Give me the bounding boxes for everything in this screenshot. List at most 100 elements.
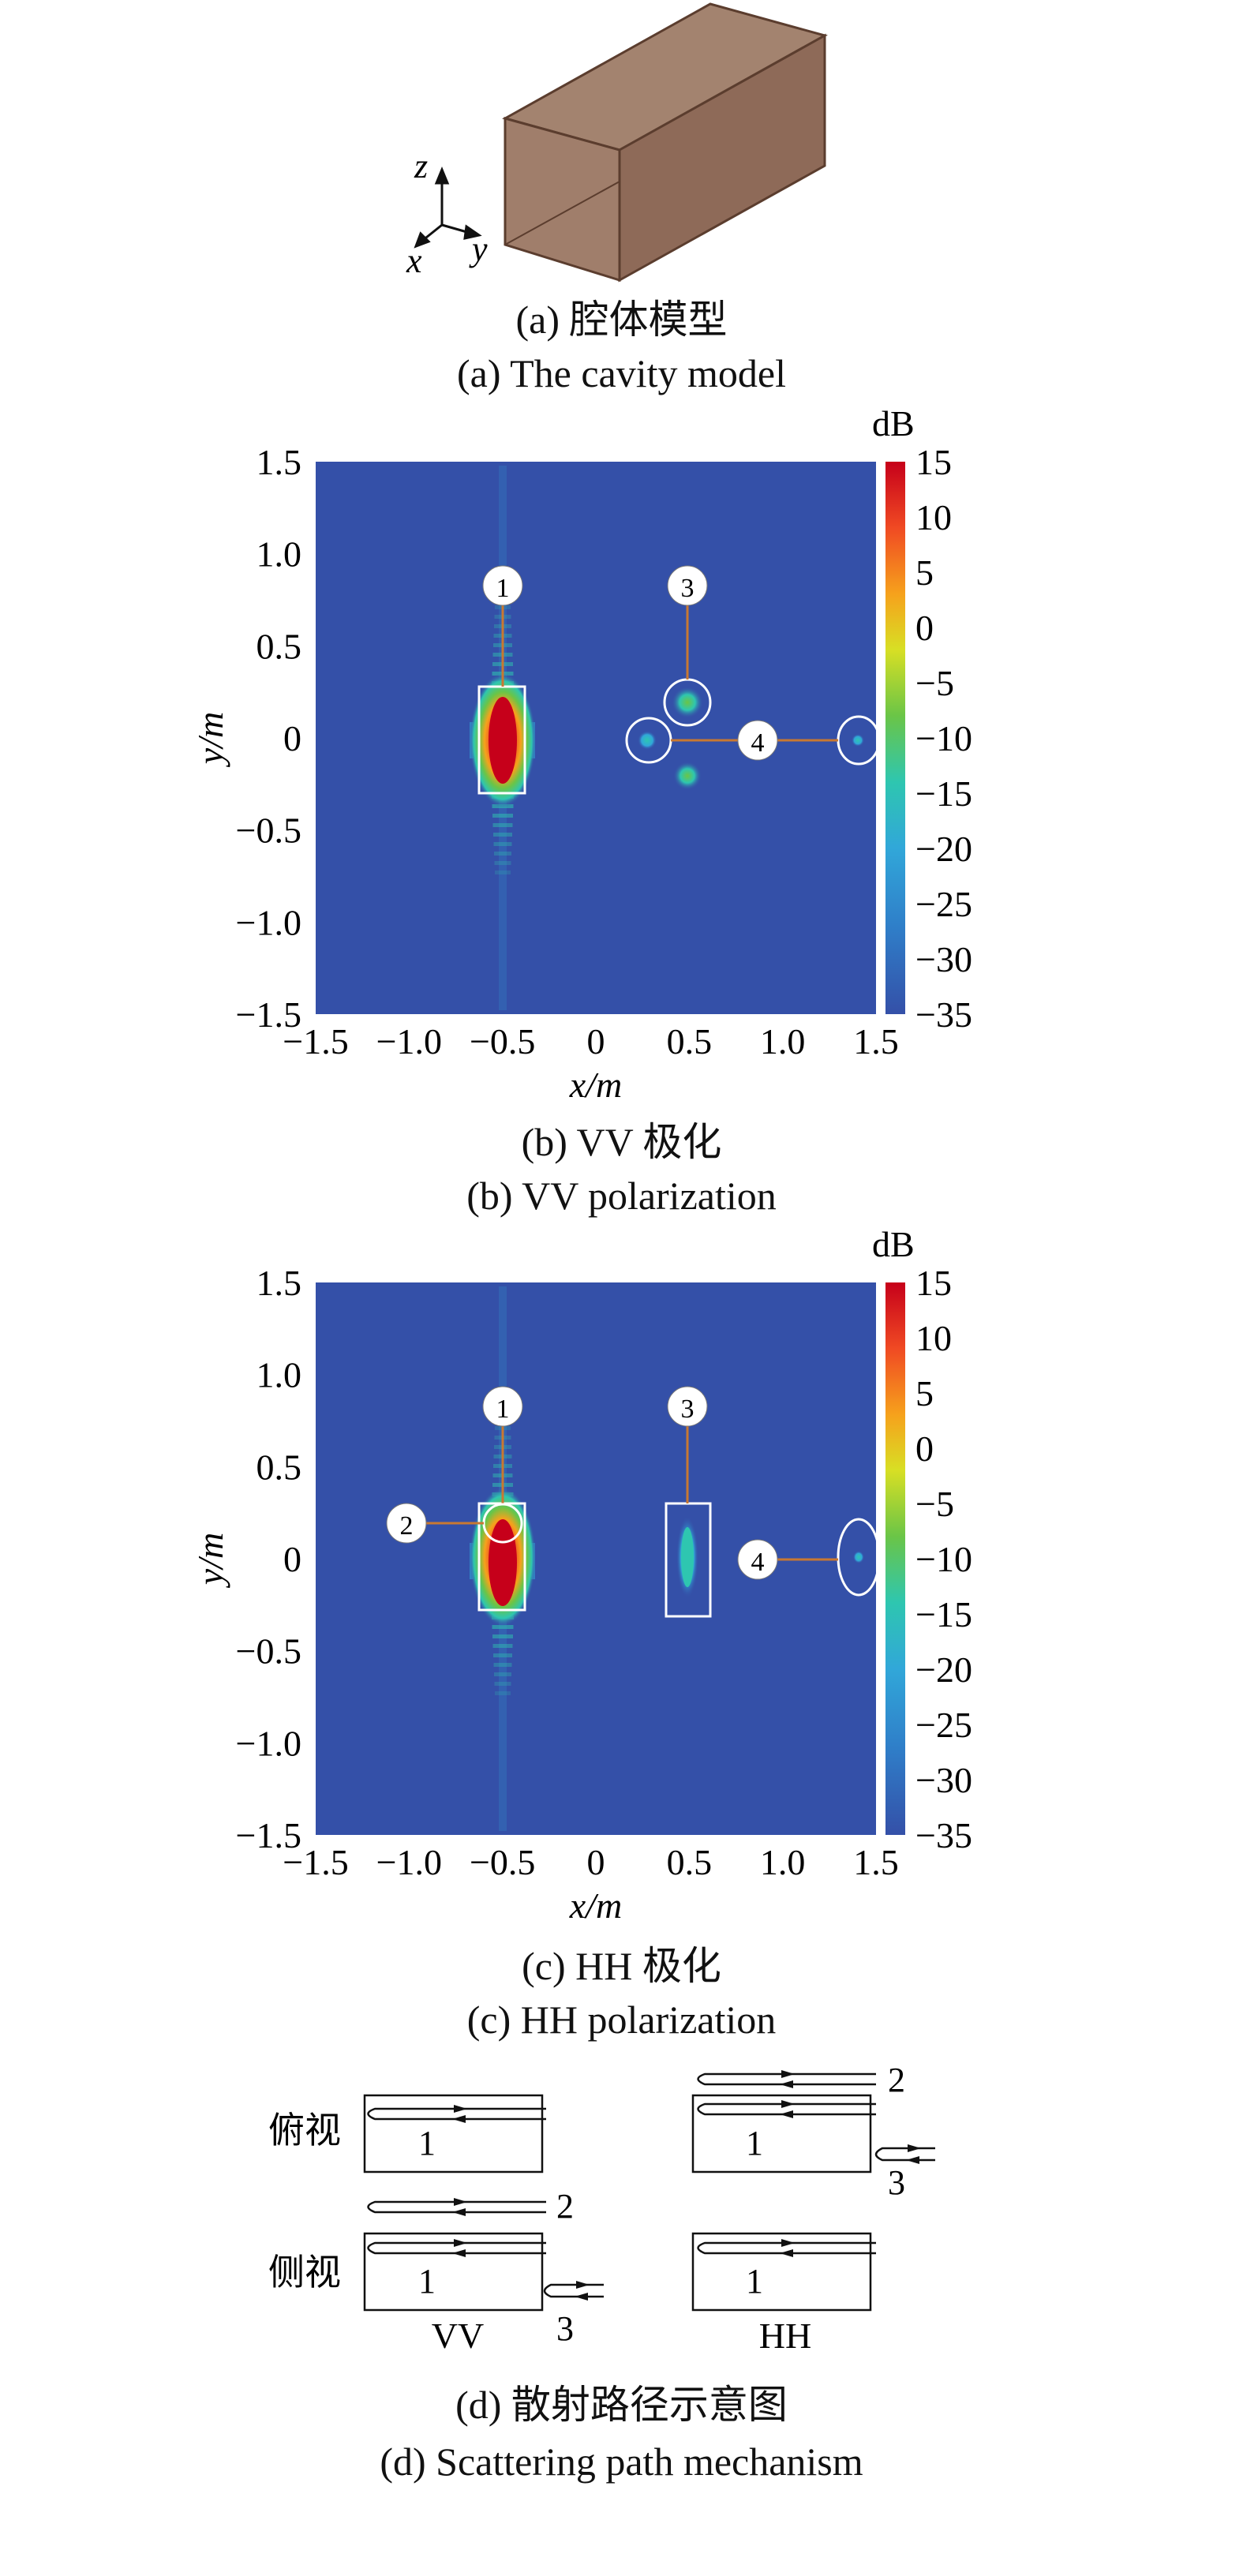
vv-marker-4-label: 4	[751, 728, 765, 758]
vv-marker-3	[667, 565, 708, 606]
hh-y-tick-label: 0.5	[256, 1447, 302, 1487]
hh-ripple	[494, 1682, 511, 1686]
vv-colorbar-tick-label: −10	[915, 718, 972, 758]
vv-y-axis-label: y/m	[190, 712, 230, 767]
vv-side-path-1	[367, 2241, 546, 2255]
hh-top-view-box	[691, 2094, 872, 2174]
vv-side-view-box	[363, 2232, 544, 2312]
hh-colorbar-tick-label: −30	[915, 1760, 972, 1800]
vv-ripple	[495, 871, 511, 874]
hh-marker-2-label: 2	[400, 1511, 414, 1541]
vv-plot-area	[316, 462, 876, 1014]
hh-colorbar-tick-label: −35	[915, 1815, 972, 1855]
hh-colorbar-tick-label: 0	[915, 1428, 934, 1469]
hh-y-tick-label: 1.5	[256, 1263, 302, 1303]
hh-y-tick-label: 0	[283, 1539, 301, 1579]
hh-top-num-2: 2	[888, 2061, 905, 2099]
hh-heatmap-figure: 1 2 3 4 dB 15 10 5 0 −5 −10 −15 −20 −25 −30 −35 1.…	[190, 1231, 972, 1926]
hh-x-tick-label: −1.0	[376, 1842, 442, 1882]
vv-y-tick-label: 1.0	[256, 534, 302, 575]
hh-colorbar-tick-label: 10	[915, 1318, 952, 1358]
vv-colorbar-tick-label: 15	[915, 442, 952, 482]
vv-heatmap-figure: 1 3 4 dB 15 10 5 0 −5 −10 −15 −20 −25 −30 −35 1.5 1…	[190, 410, 972, 1105]
hh-x-tick-label: 1.5	[853, 1842, 899, 1882]
hh-colorbar-tick-label: −15	[915, 1594, 972, 1634]
hh-x-tick-label: 0.5	[667, 1842, 713, 1882]
hh-side-path-1	[697, 2241, 876, 2255]
vv-ripple	[494, 861, 511, 865]
vv-x-tick-label: 1.0	[760, 1021, 806, 1061]
vv-colorbar-tick-label: −30	[915, 939, 972, 979]
hh-y-tick-label: −1.5	[236, 1815, 301, 1855]
vv-colorbar-tick-label: 5	[915, 552, 934, 593]
vv-colorbar	[885, 462, 905, 1014]
hh-colorbar	[885, 1282, 905, 1835]
caption-b-cn: (b) VV 极化	[521, 1120, 722, 1164]
hh-marker-3	[667, 1386, 708, 1427]
row-label-top-view: 俯视	[268, 2110, 341, 2151]
caption-a-cn: (a) 腔体模型	[515, 298, 728, 342]
hh-ripple	[493, 1663, 512, 1667]
hh-marker-4	[737, 1539, 778, 1580]
vv-side-num-1: 1	[418, 2262, 436, 2301]
axis-x-label: x	[406, 242, 422, 280]
vv-x-axis-label: x/m	[569, 1065, 622, 1105]
caption-c-cn: (c) HH 极化	[522, 1944, 721, 1988]
hh-top-num-3: 3	[888, 2163, 905, 2202]
vv-side-path-2	[367, 2200, 546, 2214]
hh-y-axis-label: y/m	[190, 1533, 230, 1588]
vv-colorbar-tick-label: 10	[915, 497, 952, 537]
vv-x-tick-label: 1.5	[853, 1021, 899, 1061]
vv-y-tick-label: −1.0	[236, 902, 301, 942]
hh-side-num-1: 1	[746, 2262, 763, 2301]
hh-y-tick-label: −0.5	[236, 1631, 301, 1672]
row-label-side-view: 侧视	[268, 2252, 341, 2293]
vv-colorbar-tick-label: −20	[915, 829, 972, 869]
caption-d-en: (d) Scattering path mechanism	[380, 2439, 863, 2484]
hh-x-tick-label: 1.0	[760, 1842, 806, 1882]
vv-marker-1-label: 1	[496, 574, 510, 603]
vv-top-num-1: 1	[418, 2124, 436, 2162]
vv-colorbar-tick-label: −25	[915, 884, 972, 924]
vv-colorbar-tick-label: −35	[915, 994, 972, 1035]
hh-ripple	[495, 1691, 511, 1695]
vv-colorbar-tick-label: −5	[915, 663, 954, 703]
vv-ripple	[492, 814, 513, 818]
hh-marker-1	[482, 1386, 523, 1427]
hh-top-path-3	[874, 2147, 935, 2162]
vv-side-num-3: 3	[556, 2309, 574, 2348]
vv-x-tick-label: 0	[587, 1021, 605, 1061]
vv-ripple	[492, 823, 513, 827]
vv-side-num-2: 2	[556, 2187, 574, 2226]
hh-marker-3-label: 3	[681, 1395, 695, 1424]
hh-top-num-1: 1	[746, 2124, 763, 2162]
vv-top-view-box	[363, 2094, 544, 2174]
scattering-path-figure: 俯视 侧视 1 1 2 3 2 1 3 1 VV HH	[268, 2061, 935, 2356]
vv-y-tick-label: −0.5	[236, 811, 301, 851]
vv-y-tick-label: 0.5	[256, 626, 302, 666]
hh-ring-4	[837, 1518, 881, 1597]
vv-colorbar-tick-label: 0	[915, 608, 934, 648]
vv-ripple	[494, 852, 511, 856]
hh-x-tick-label: 0	[587, 1842, 605, 1882]
hh-colorbar-tick-label: 5	[915, 1373, 934, 1413]
hh-x-tick-label: −0.5	[470, 1842, 535, 1882]
vv-colorbar-unit: dB	[872, 410, 915, 444]
caption-a-en: (a) The cavity model	[457, 351, 786, 395]
hh-ripple	[492, 1634, 513, 1638]
hh-colorbar-tick-label: −25	[915, 1705, 972, 1745]
hh-scatterer-4	[853, 1551, 864, 1563]
vv-scatterer-4-left	[638, 731, 657, 750]
vv-x-tick-label: −1.5	[283, 1021, 348, 1061]
hh-colorbar-tick-label: 15	[915, 1263, 952, 1303]
vv-x-tick-label: 0.5	[667, 1021, 713, 1061]
coordinate-axes	[414, 167, 482, 249]
vv-y-tick-label: 1.5	[256, 442, 302, 482]
vv-marker-4	[737, 720, 778, 761]
caption-c-en: (c) HH polarization	[466, 1998, 777, 2042]
vv-side-path-3	[543, 2283, 604, 2298]
axis-y-label: y	[469, 230, 488, 268]
hh-ripple	[493, 1653, 512, 1657]
caption-d-cn: (d) 散射路径示意图	[455, 2383, 788, 2427]
hh-ripple	[494, 1672, 511, 1676]
